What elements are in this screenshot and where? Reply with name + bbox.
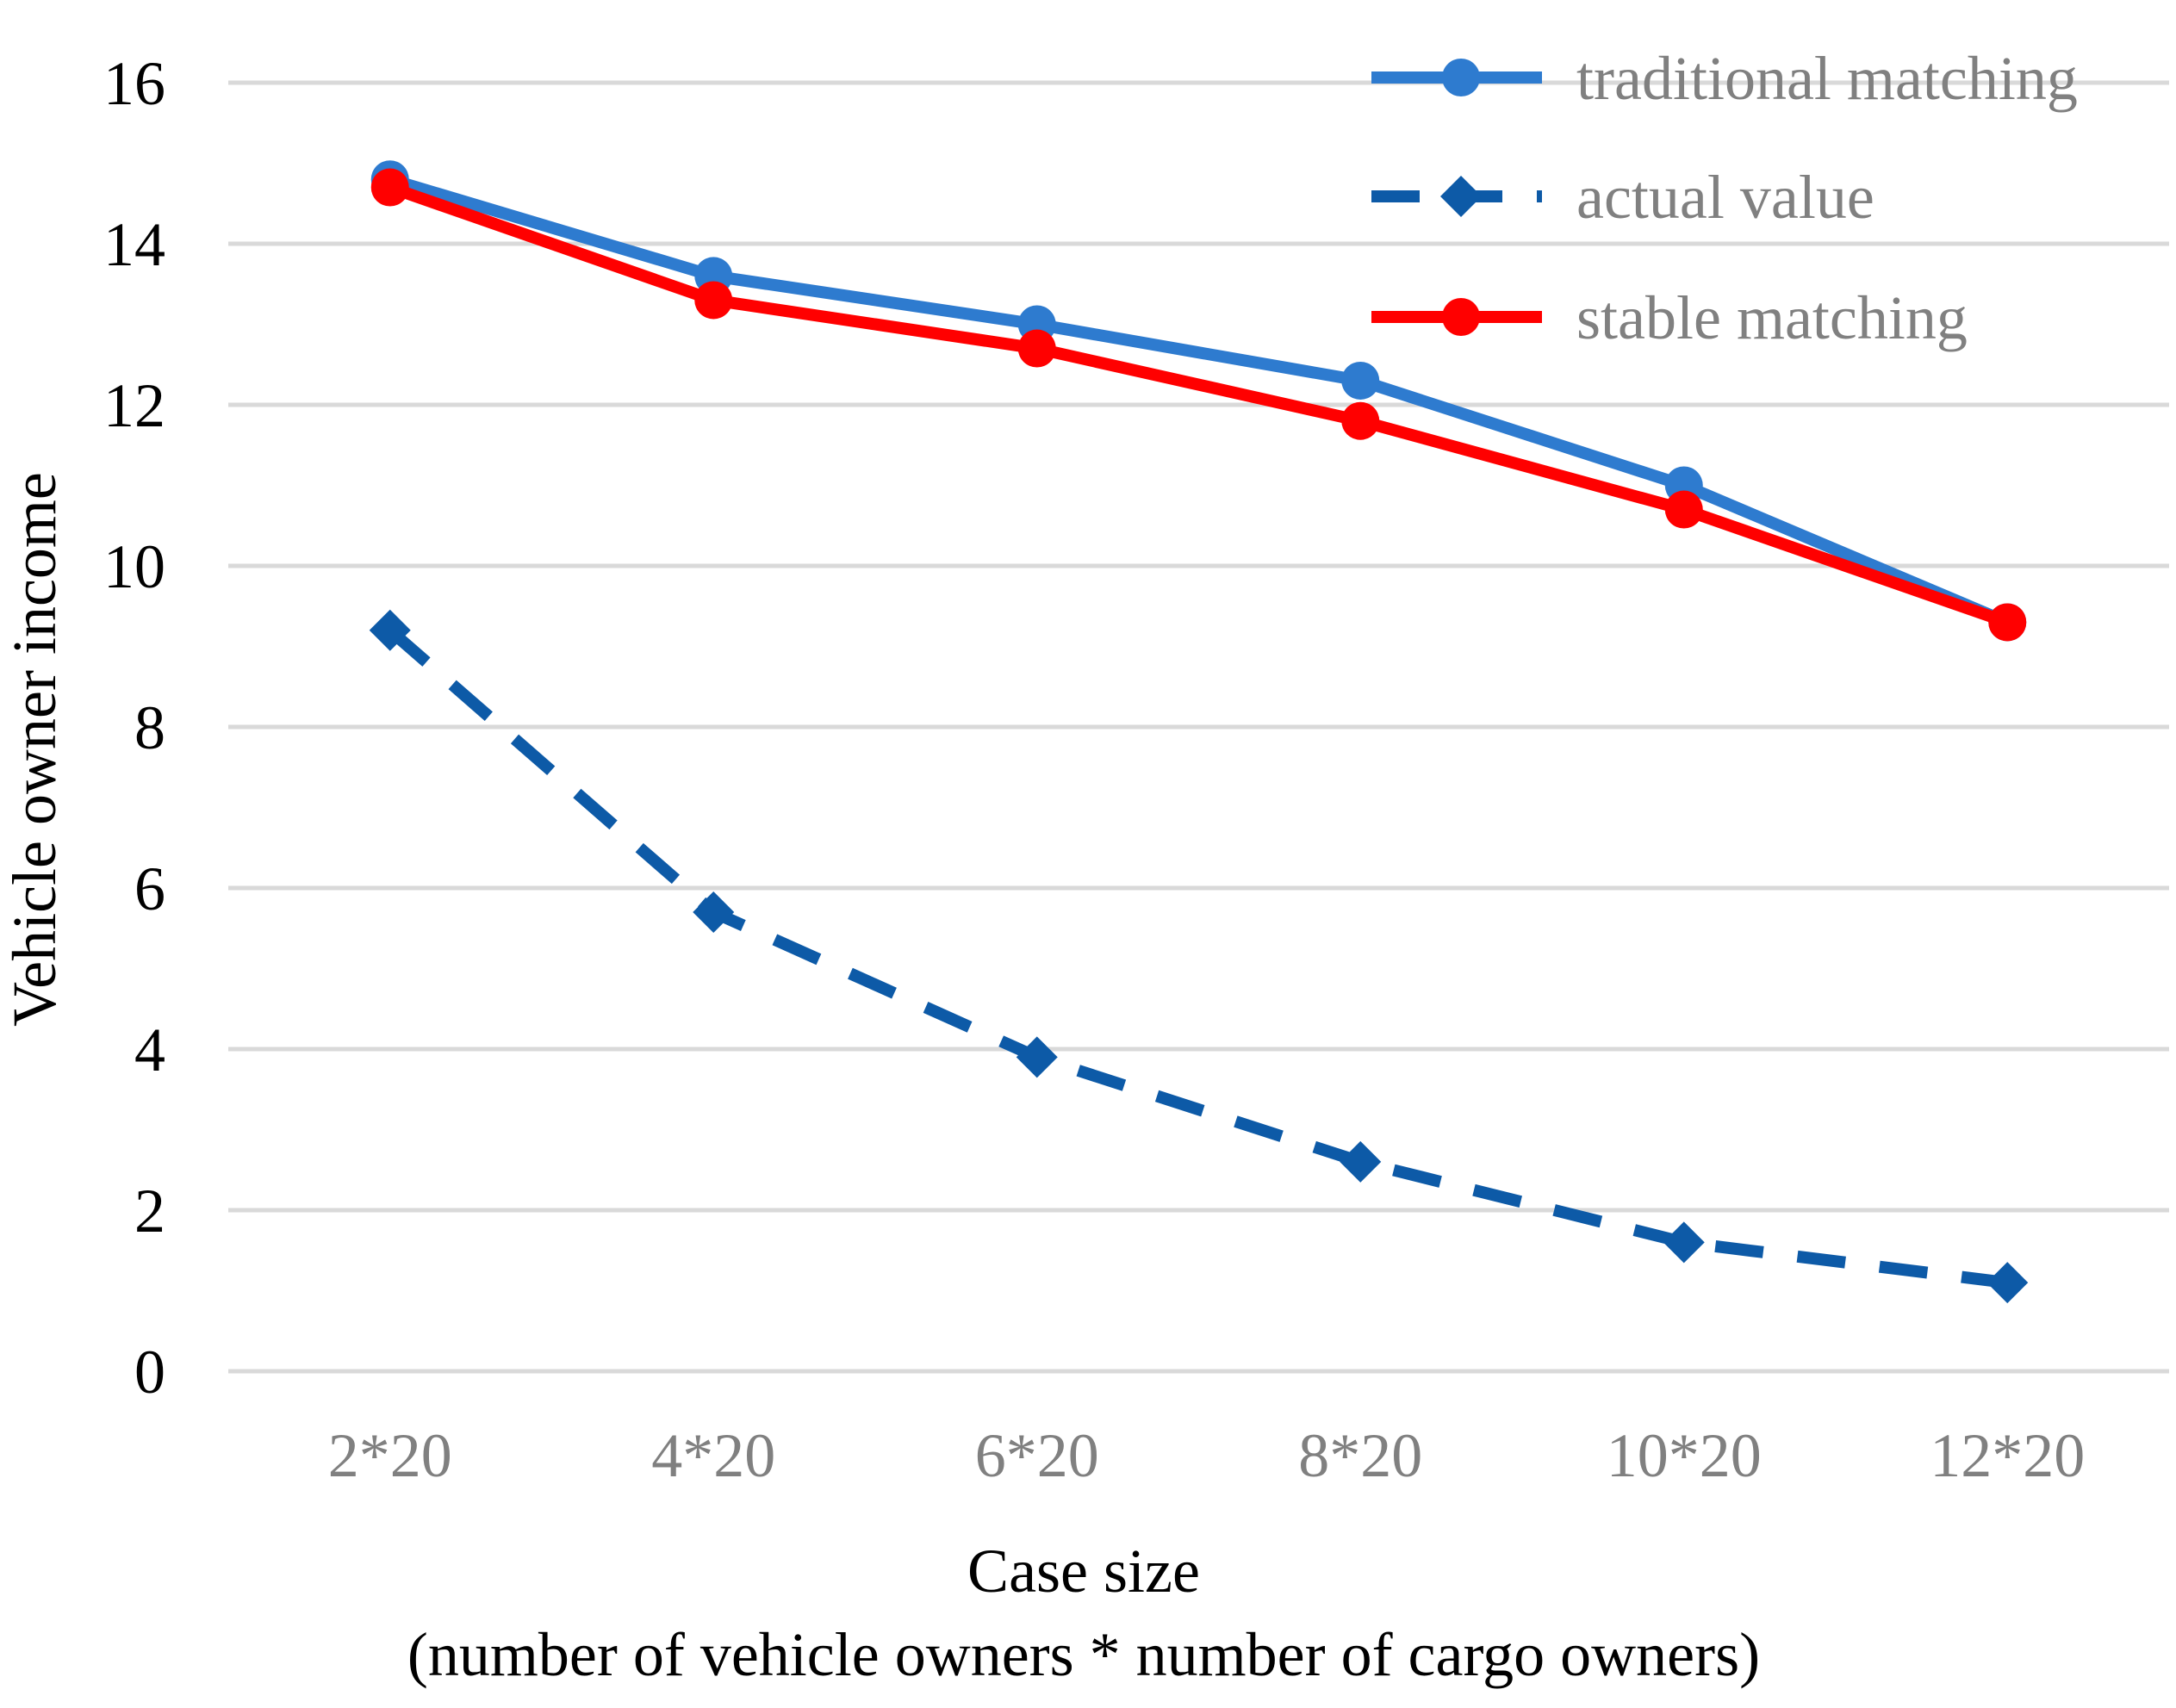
x-tick-label: 6*20 [975, 1421, 1099, 1490]
series-group [369, 160, 2029, 1304]
series-line [383, 181, 2014, 629]
data-point [1664, 490, 1703, 529]
series-line [386, 625, 2009, 1289]
x-tick-label: 4*20 [651, 1421, 775, 1490]
series-actual-value [369, 609, 2029, 1304]
legend-item-traditional-matching: traditional matching [1371, 44, 2078, 113]
x-axis-ticks: 2*20 4*20 6*20 8*20 10*20 12*20 [328, 1421, 2086, 1490]
x-tick-label: 8*20 [1298, 1421, 1422, 1490]
y-tick-label: 8 [134, 693, 165, 762]
y-axis-title: Vehicle owner income [0, 472, 69, 1027]
data-point [369, 609, 411, 651]
legend: traditional matching actual value stable m… [1371, 44, 2078, 352]
x-tick-label: 10*20 [1607, 1421, 1762, 1490]
legend-swatch-marker [1442, 298, 1480, 336]
y-tick-label: 12 [103, 371, 165, 440]
data-point [1340, 1140, 1382, 1183]
data-point [1988, 603, 2027, 642]
data-point [1986, 1262, 2029, 1304]
series-line [383, 173, 2014, 629]
x-axis-title: Case size [967, 1537, 1200, 1606]
gridlines [228, 80, 2169, 1374]
y-tick-label: 0 [134, 1338, 165, 1407]
x-tick-label: 2*20 [328, 1421, 452, 1490]
data-point [1341, 361, 1380, 400]
y-tick-label: 14 [103, 210, 165, 279]
x-tick-label: 12*20 [1930, 1421, 2085, 1490]
y-tick-label: 2 [134, 1177, 165, 1245]
data-point [1017, 329, 1056, 368]
data-point [694, 281, 733, 320]
y-tick-label: 6 [134, 854, 165, 923]
series-stable-matching [370, 168, 2027, 642]
legend-label: stable matching [1576, 283, 1968, 352]
data-point [370, 168, 409, 207]
y-tick-label: 10 [103, 532, 165, 601]
y-axis-ticks: 0 2 4 6 8 10 12 14 16 [103, 49, 165, 1407]
y-tick-label: 16 [103, 49, 165, 118]
data-point [1341, 401, 1380, 440]
data-point [1663, 1221, 1705, 1264]
legend-item-stable-matching: stable matching [1371, 283, 1968, 352]
legend-item-actual-value: actual value [1371, 163, 1874, 232]
legend-swatch-marker [1442, 59, 1480, 96]
y-tick-label: 4 [134, 1015, 165, 1084]
legend-swatch-marker [1440, 176, 1482, 217]
legend-label: traditional matching [1576, 44, 2078, 113]
legend-label: actual value [1576, 163, 1874, 232]
data-point [693, 891, 735, 934]
x-axis-title-subtitle: (number of vehicle owners * number of ca… [407, 1620, 1760, 1689]
series-traditional-matching [370, 160, 2027, 642]
data-point [1016, 1036, 1058, 1078]
